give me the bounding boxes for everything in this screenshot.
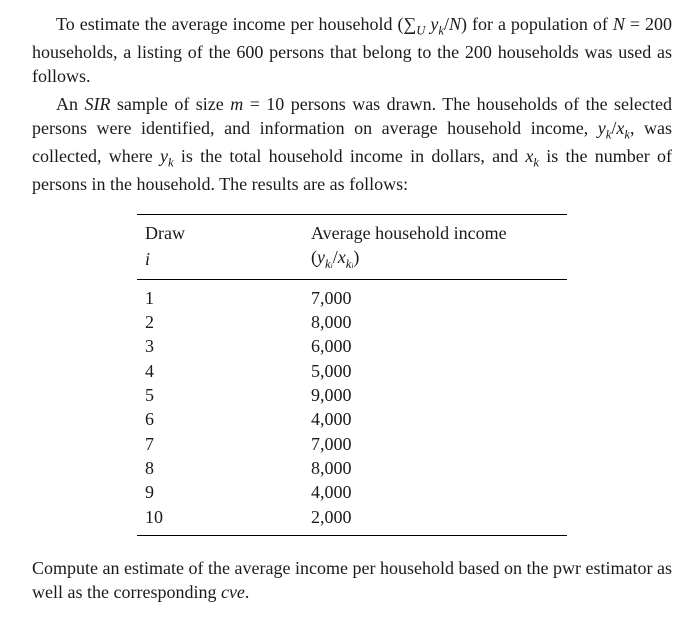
cell-draw: 3 [137,334,303,358]
table-row: 17,000 [137,279,567,310]
cell-draw: 10 [137,505,303,536]
cell-draw: 2 [137,310,303,334]
cell-income: 5,000 [303,359,567,383]
paragraph-question: Compute an estimate of the average incom… [32,556,672,605]
cell-income: 8,000 [303,310,567,334]
table-row: 36,000 [137,334,567,358]
cell-draw: 7 [137,432,303,456]
table-subheader-formula: (yki/xki) [303,245,567,279]
cell-income: 4,000 [303,407,567,431]
paragraph-intro: To estimate the average income per house… [32,12,672,88]
cell-draw: 6 [137,407,303,431]
cell-income: 4,000 [303,480,567,504]
table-header-income: Average household income [303,214,567,245]
table-row: 94,000 [137,480,567,504]
cell-draw: 5 [137,383,303,407]
cell-income: 9,000 [303,383,567,407]
cell-draw: 8 [137,456,303,480]
table-row: 77,000 [137,432,567,456]
cell-income: 2,000 [303,505,567,536]
table-row: 88,000 [137,456,567,480]
cell-draw: 9 [137,480,303,504]
table-body: 17,00028,00036,00045,00059,00064,00077,0… [137,279,567,535]
income-table: Draw Average household income i (yki/xki… [137,214,567,536]
table-row: 28,000 [137,310,567,334]
table-header-draw: Draw [137,214,303,245]
table-row: 59,000 [137,383,567,407]
cell-income: 6,000 [303,334,567,358]
cell-income: 7,000 [303,279,567,310]
cell-income: 7,000 [303,432,567,456]
paragraph-method: An SIR sample of size m = 10 persons was… [32,92,672,196]
table-row: 45,000 [137,359,567,383]
table-row: 102,000 [137,505,567,536]
cell-income: 8,000 [303,456,567,480]
document-page: To estimate the average income per house… [0,0,700,620]
cell-draw: 4 [137,359,303,383]
cell-draw: 1 [137,279,303,310]
table-subheader-i: i [137,245,303,279]
table-row: 64,000 [137,407,567,431]
